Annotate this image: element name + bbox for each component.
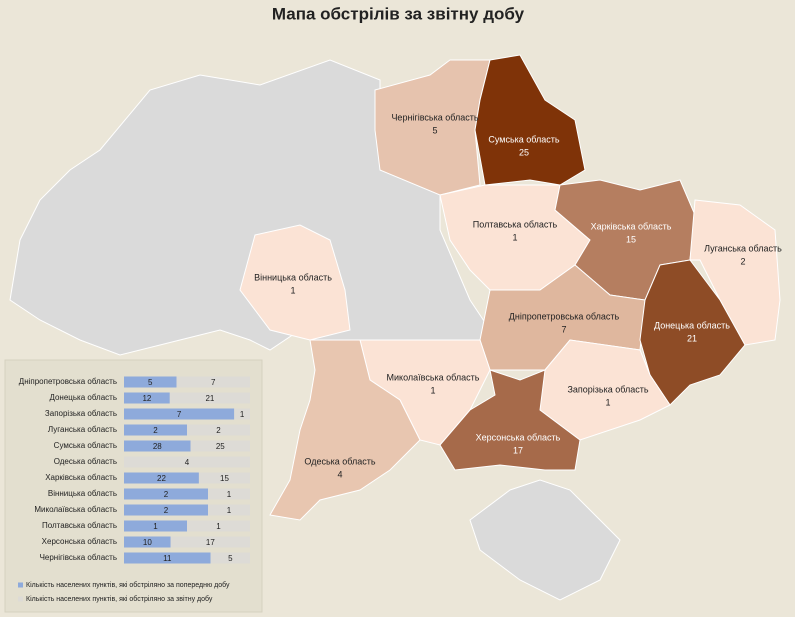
y-tick-label: Полтавська область <box>42 521 117 530</box>
y-tick-label: Запорізька область <box>45 409 117 418</box>
bar <box>176 376 250 388</box>
legend-swatch <box>18 596 23 602</box>
bar <box>124 552 211 564</box>
region-name: Запорізька область <box>567 384 648 394</box>
bar-label: 28 <box>153 442 162 451</box>
bar <box>187 424 250 436</box>
bar <box>124 456 250 468</box>
bar <box>124 488 208 500</box>
bar <box>198 472 250 484</box>
region-value: 21 <box>687 333 697 343</box>
bar-label: 2 <box>164 506 169 515</box>
region-name: Чернігівська область <box>391 112 478 122</box>
y-tick-label: Вінницька область <box>48 489 117 498</box>
bar-label: 1 <box>227 506 232 515</box>
region-name: Луганська область <box>704 243 782 253</box>
y-tick-label: Дніпропетровська область <box>19 377 117 386</box>
legend-label: Кількість населених пунктів, які обстріл… <box>26 581 230 589</box>
bar <box>124 440 191 452</box>
bar-label: 22 <box>157 474 166 483</box>
bar-label: 7 <box>211 378 216 387</box>
region-value: 7 <box>561 324 566 334</box>
bar-label: 5 <box>228 554 233 563</box>
bar-label: 7 <box>177 410 182 419</box>
bar-label: 2 <box>216 426 221 435</box>
legend-label: Кількість населених пунктів, які обстріл… <box>26 595 213 603</box>
bar <box>124 504 208 516</box>
bar <box>208 504 250 516</box>
region-value: 1 <box>430 385 435 395</box>
non-data-area <box>469 479 621 601</box>
bar <box>169 392 250 404</box>
region-value: 1 <box>290 285 295 295</box>
non-data-area <box>9 59 491 361</box>
region-value: 1 <box>512 232 517 242</box>
region <box>239 224 351 341</box>
bar-label: 2 <box>164 490 169 499</box>
region-value: 17 <box>513 445 523 455</box>
bar-label: 10 <box>143 538 152 547</box>
y-tick-label: Харківська область <box>45 473 117 482</box>
region-name: Донецька область <box>654 320 730 330</box>
bar-label: 17 <box>206 538 215 547</box>
y-tick-label: Луганська область <box>48 425 117 434</box>
region-name: Одеська область <box>304 456 376 466</box>
bar <box>210 552 250 564</box>
region-value: 5 <box>432 125 437 135</box>
legend-swatch <box>18 582 23 588</box>
bar-label: 1 <box>227 490 232 499</box>
y-tick-label: Чернігівська область <box>40 553 117 562</box>
title: Мапа обстрілів за звітну добу <box>272 4 525 23</box>
region-value: 2 <box>740 256 745 266</box>
bar <box>124 376 177 388</box>
bar <box>124 408 235 420</box>
region-name: Вінницька область <box>254 272 332 282</box>
bar <box>124 536 171 548</box>
bar <box>190 440 250 452</box>
bar <box>187 520 250 532</box>
region-value: 25 <box>519 147 529 157</box>
bar-label: 21 <box>205 394 214 403</box>
region-name: Полтавська область <box>473 219 558 229</box>
bar <box>124 424 187 436</box>
map <box>9 54 781 601</box>
bar-label: 1 <box>240 410 245 419</box>
y-tick-label: Донецька область <box>49 393 117 402</box>
y-tick-label: Херсонська область <box>42 537 117 546</box>
region-name: Херсонська область <box>476 432 561 442</box>
bar-label: 4 <box>185 458 190 467</box>
y-tick-label: Миколаївська область <box>34 505 117 514</box>
bar <box>208 488 250 500</box>
bar <box>124 520 187 532</box>
bar-label: 15 <box>220 474 229 483</box>
region <box>639 259 746 406</box>
bar-label: 11 <box>163 554 172 563</box>
bar-label: 5 <box>148 378 153 387</box>
bar-label: 1 <box>216 522 221 531</box>
inset-chart: Дніпропетровська область 5 7 Донецька облас… <box>18 376 250 603</box>
bar-label: 12 <box>142 394 151 403</box>
y-tick-label: Одеська область <box>54 457 117 466</box>
region-name: Сумська область <box>488 134 560 144</box>
region-name: Харківська область <box>591 221 672 231</box>
region <box>269 339 421 521</box>
bar-label: 1 <box>153 522 158 531</box>
bar-label: 25 <box>216 442 225 451</box>
region-value: 4 <box>337 469 342 479</box>
region <box>439 369 581 471</box>
y-tick-label: Сумська область <box>54 441 117 450</box>
bar <box>170 536 250 548</box>
region-name: Дніпропетровська область <box>509 311 620 321</box>
bar <box>124 472 199 484</box>
region <box>689 199 781 346</box>
region-value: 1 <box>605 397 610 407</box>
region-name: Миколаївська область <box>387 372 480 382</box>
bar <box>234 408 250 420</box>
bar <box>124 392 170 404</box>
bar-label: 2 <box>153 426 158 435</box>
region-value: 15 <box>626 234 636 244</box>
